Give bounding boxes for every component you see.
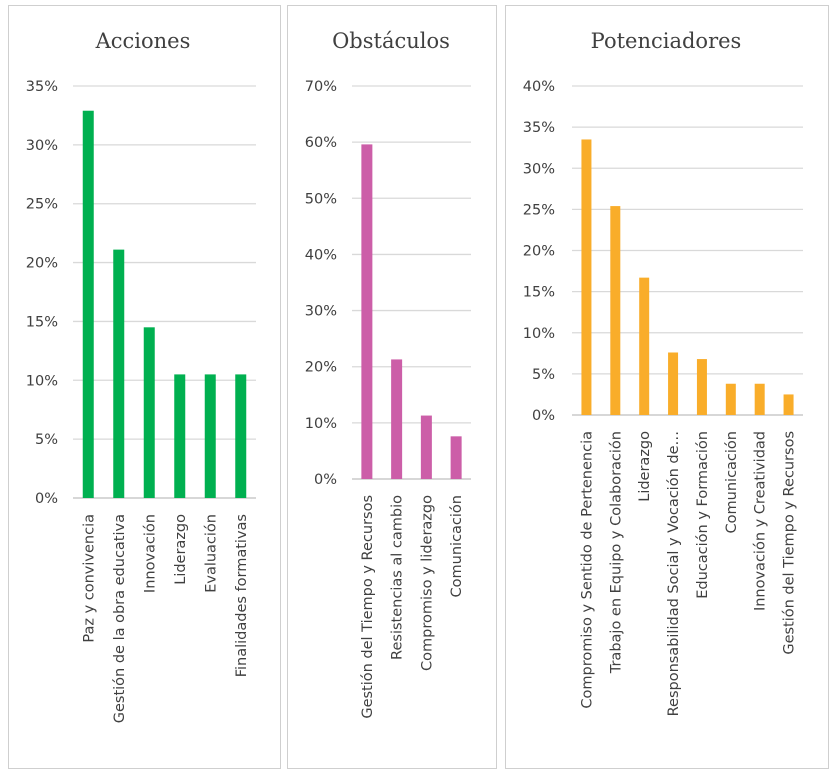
bar-obstaculos xyxy=(450,436,462,479)
y-tick-label-potenciadores: 0% xyxy=(532,408,555,424)
y-tick-label-potenciadores: 15% xyxy=(523,285,555,301)
y-tick-label-obstaculos: 0% xyxy=(314,472,337,488)
bar-potenciadores xyxy=(783,394,794,415)
x-tick-label-acciones: Paz y convivencia xyxy=(81,514,97,643)
bar-acciones xyxy=(143,327,155,498)
y-tick-label-potenciadores: 30% xyxy=(523,161,555,177)
x-tick-label-potenciadores: Comunicación xyxy=(724,431,740,533)
x-tick-label-obstaculos: Resistencias al cambio xyxy=(390,495,406,660)
y-tick-label-obstaculos: 20% xyxy=(305,360,337,376)
bar-obstaculos xyxy=(361,144,373,480)
y-tick-label-acciones: 5% xyxy=(35,432,58,448)
x-tick-label-acciones: Finalidades formativas xyxy=(234,514,250,677)
bar-potenciadores xyxy=(754,383,765,415)
y-tick-label-acciones: 0% xyxy=(35,491,58,507)
y-tick-label-obstaculos: 10% xyxy=(305,416,337,432)
x-tick-label-acciones: Liderazgo xyxy=(173,514,189,585)
bar-obstaculos xyxy=(391,359,403,479)
bar-acciones xyxy=(204,374,216,498)
bar-potenciadores xyxy=(639,277,650,415)
bar-obstaculos xyxy=(420,415,432,479)
bar-acciones xyxy=(113,249,125,498)
y-tick-label-potenciadores: 10% xyxy=(523,326,555,342)
y-tick-label-obstaculos: 30% xyxy=(305,304,337,320)
x-tick-label-potenciadores: Liderazgo xyxy=(637,431,653,502)
y-tick-label-acciones: 20% xyxy=(26,256,58,272)
y-tick-label-obstaculos: 40% xyxy=(305,247,337,263)
y-tick-label-potenciadores: 20% xyxy=(523,244,555,260)
y-tick-label-potenciadores: 25% xyxy=(523,202,555,218)
y-tick-label-obstaculos: 60% xyxy=(305,135,337,151)
bar-acciones xyxy=(174,374,186,498)
y-tick-label-potenciadores: 35% xyxy=(523,120,555,136)
x-tick-label-potenciadores: Educación y Formación xyxy=(695,431,711,599)
y-tick-label-potenciadores: 5% xyxy=(532,367,555,383)
x-tick-label-potenciadores: Compromiso y Sentido de Pertenencia xyxy=(579,431,595,709)
x-tick-label-potenciadores: Gestión del Tiempo y Recursos xyxy=(782,431,798,655)
y-tick-label-acciones: 10% xyxy=(26,373,58,389)
x-tick-label-obstaculos: Gestión del Tiempo y Recursos xyxy=(360,495,376,719)
y-tick-label-acciones: 25% xyxy=(26,197,58,213)
x-tick-label-acciones: Evaluación xyxy=(203,514,219,593)
chart-title-obstaculos: Obstáculos xyxy=(332,29,450,53)
bar-potenciadores xyxy=(581,139,592,415)
y-tick-label-obstaculos: 70% xyxy=(305,79,337,95)
bar-acciones xyxy=(235,374,247,498)
x-tick-label-acciones: Gestión de la obra educativa xyxy=(112,514,128,723)
bar-potenciadores xyxy=(610,206,621,415)
y-tick-label-potenciadores: 40% xyxy=(523,79,555,95)
x-tick-label-potenciadores: Responsabilidad Social y Vocación de… xyxy=(666,431,682,716)
x-tick-label-acciones: Innovación xyxy=(142,514,158,593)
y-tick-label-obstaculos: 50% xyxy=(305,191,337,207)
bar-acciones xyxy=(82,110,94,498)
y-tick-label-acciones: 30% xyxy=(26,138,58,154)
y-tick-label-acciones: 15% xyxy=(26,314,58,330)
chart-panel-potenciadores xyxy=(505,5,829,769)
bar-potenciadores xyxy=(725,383,736,415)
x-tick-label-potenciadores: Innovación y Creatividad xyxy=(753,431,769,611)
x-tick-label-potenciadores: Trabajo en Equipo y Colaboración xyxy=(608,431,624,674)
bar-potenciadores xyxy=(668,352,679,415)
chart-title-acciones: Acciones xyxy=(95,29,191,53)
x-tick-label-obstaculos: Compromiso y liderazgo xyxy=(419,495,435,671)
chart-title-potenciadores: Potenciadores xyxy=(591,29,742,53)
bar-potenciadores xyxy=(696,359,707,415)
x-tick-label-obstaculos: Comunicación xyxy=(449,495,465,597)
y-tick-label-acciones: 35% xyxy=(26,79,58,95)
